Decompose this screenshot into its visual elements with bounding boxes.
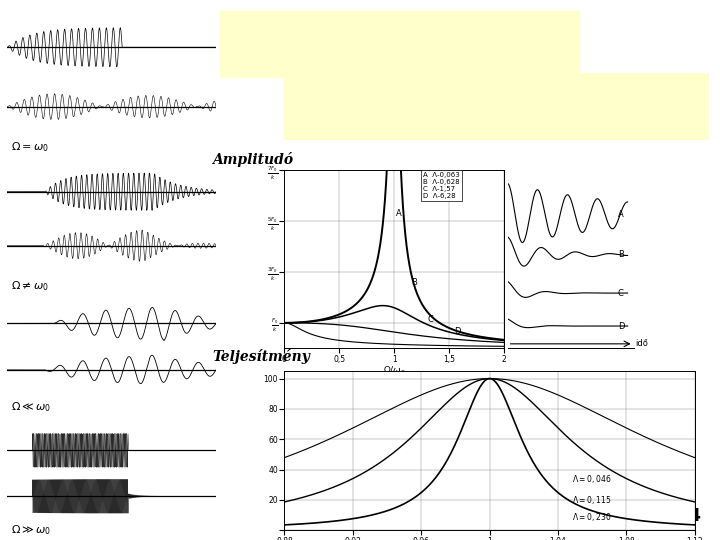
Text: $\Lambda=0,115$: $\Lambda=0,115$ — [572, 494, 611, 506]
Text: $\Omega \ll \omega_0$: $\Omega \ll \omega_0$ — [12, 400, 52, 414]
Text: $\Omega \neq \omega_0$: $\Omega \neq \omega_0$ — [12, 279, 49, 293]
Text: C: C — [427, 315, 433, 323]
Text: B: B — [618, 250, 624, 259]
Text: D: D — [454, 327, 461, 336]
Text: $\Omega = \omega_0$: $\Omega = \omega_0$ — [12, 140, 49, 154]
X-axis label: $\Omega/\omega_0$: $\Omega/\omega_0$ — [382, 365, 406, 377]
Text: A: A — [397, 209, 402, 218]
Text: 14: 14 — [677, 507, 702, 525]
Text: Amplitudó: Amplitudó — [212, 152, 294, 167]
Text: D: D — [618, 321, 624, 330]
Text: idő: idő — [635, 339, 648, 348]
Text: Kényszerrezgések: Kényszerrezgések — [261, 30, 539, 59]
Text: B: B — [410, 278, 417, 287]
Text: $\Lambda=0,230$: $\Lambda=0,230$ — [572, 511, 611, 523]
Text: $\Omega \gg \omega_0$: $\Omega \gg \omega_0$ — [12, 523, 52, 537]
Text: A  Λ-0,063
B  Λ-0,628
C  Λ-1,57
D  Λ-6,28: A Λ-0,063 B Λ-0,628 C Λ-1,57 D Λ-6,28 — [423, 172, 459, 199]
Text: $\Lambda=0,046$: $\Lambda=0,046$ — [572, 472, 611, 485]
Text: A: A — [618, 210, 624, 219]
Text: Rezonancia: Rezonancia — [413, 94, 574, 118]
Text: Teljesítmény: Teljesítmény — [212, 349, 310, 364]
Text: C: C — [618, 288, 624, 298]
